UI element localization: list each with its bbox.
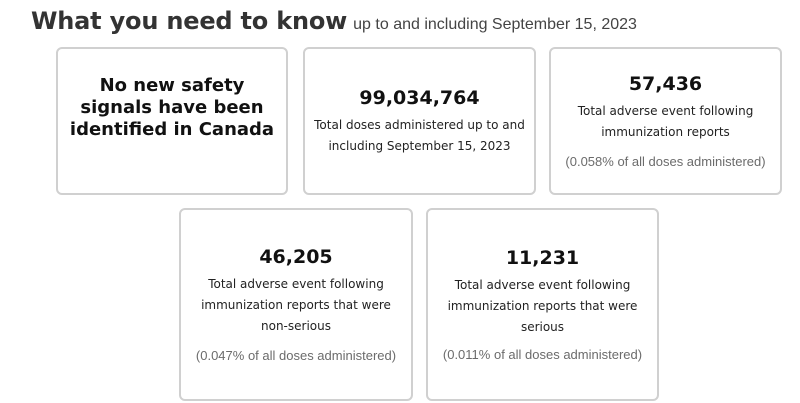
non-serious-percent: (0.047% of all doses administered) <box>195 348 397 363</box>
serious-description: Total adverse event following immunizati… <box>447 278 638 334</box>
non-serious-number: 46,205 <box>259 246 333 268</box>
doses-number: 99,034,764 <box>359 87 480 109</box>
serious-reports-card: 11,231 Total adverse event following imm… <box>426 208 659 401</box>
serious-percent: (0.011% of all doses administered) <box>442 347 643 362</box>
non-serious-reports-card: 46,205 Total adverse event following imm… <box>179 208 413 401</box>
total-reports-number: 57,436 <box>628 73 703 95</box>
doses-description: Total doses administered up to and inclu… <box>314 118 525 153</box>
total-reports-percent: (0.058% of all doses administered) <box>565 154 766 169</box>
page-title: What you need to know <box>31 7 348 35</box>
total-reports-description: Total adverse event following immunizati… <box>577 104 754 139</box>
safety-signals-card: No new safety signals have been identifi… <box>56 47 288 195</box>
page-subtitle: up to and including September 15, 2023 <box>353 16 637 33</box>
safety-signals-text: No new safety signals have been identifi… <box>69 75 275 140</box>
serious-number: 11,231 <box>505 247 580 269</box>
section-heading: What you need to know up to and including… <box>31 4 637 42</box>
non-serious-description: Total adverse event following immunizati… <box>201 277 391 333</box>
doses-administered-card: 99,034,764 Total doses administered up t… <box>303 47 536 195</box>
total-reports-card: 57,436 Total adverse event following imm… <box>549 47 782 195</box>
